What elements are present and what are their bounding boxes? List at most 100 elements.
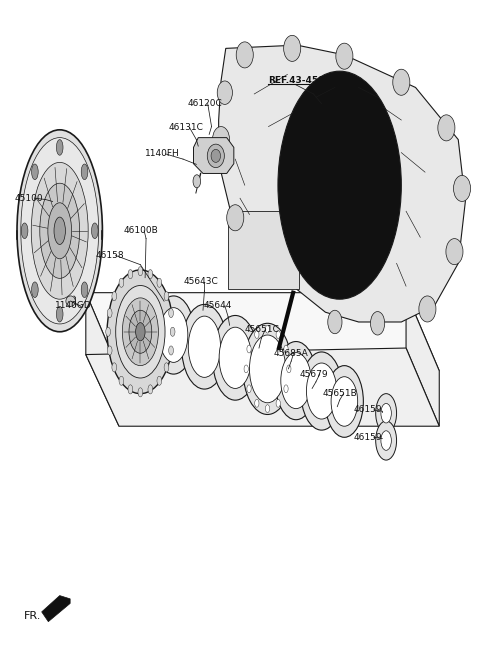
Text: 45679: 45679 [300,370,328,378]
Ellipse shape [188,316,220,377]
Ellipse shape [393,69,410,95]
Ellipse shape [244,365,248,373]
Ellipse shape [276,399,280,407]
Ellipse shape [168,309,173,317]
Ellipse shape [371,311,384,335]
Polygon shape [86,292,439,371]
Ellipse shape [419,296,436,322]
Ellipse shape [129,310,152,353]
Ellipse shape [66,296,75,306]
Text: 45100: 45100 [14,194,43,203]
Ellipse shape [122,298,158,366]
Ellipse shape [255,330,259,338]
Text: 46159: 46159 [354,433,383,442]
Ellipse shape [31,162,88,299]
Ellipse shape [284,345,288,353]
Ellipse shape [236,42,253,68]
Ellipse shape [207,144,224,168]
Ellipse shape [119,278,124,287]
Ellipse shape [153,296,194,374]
Ellipse shape [170,327,175,336]
Ellipse shape [138,388,143,397]
Ellipse shape [108,309,112,317]
Text: 45685A: 45685A [273,349,308,358]
Ellipse shape [336,43,353,69]
Ellipse shape [32,164,38,179]
Ellipse shape [247,345,251,353]
Ellipse shape [213,315,258,400]
Ellipse shape [112,363,117,372]
Ellipse shape [255,399,259,407]
Ellipse shape [250,335,286,403]
Ellipse shape [381,431,391,450]
Polygon shape [228,212,300,290]
Ellipse shape [54,217,65,244]
Ellipse shape [278,71,401,299]
Ellipse shape [275,342,317,420]
Text: REF.43-450: REF.43-450 [268,76,324,85]
Ellipse shape [108,346,112,355]
Ellipse shape [136,323,145,341]
Ellipse shape [376,421,396,460]
Ellipse shape [159,307,188,363]
Text: 45651B: 45651B [323,389,358,398]
Text: 1140FH: 1140FH [145,149,180,158]
Ellipse shape [328,310,342,334]
Ellipse shape [119,376,124,386]
Ellipse shape [325,366,363,438]
Ellipse shape [381,403,391,423]
Ellipse shape [112,292,117,301]
Text: 46120C: 46120C [188,99,223,108]
Text: 45651C: 45651C [245,325,280,334]
Ellipse shape [128,385,133,394]
Polygon shape [193,137,234,173]
Ellipse shape [81,164,88,179]
Ellipse shape [213,127,229,152]
Ellipse shape [243,323,292,415]
Ellipse shape [17,130,102,332]
Ellipse shape [116,286,165,378]
Ellipse shape [265,325,270,333]
Text: 45644: 45644 [204,301,232,310]
Text: 1140GD: 1140GD [55,301,92,310]
Ellipse shape [148,269,153,279]
Ellipse shape [281,353,311,409]
Ellipse shape [148,385,153,394]
Text: 46159: 46159 [354,405,383,415]
Ellipse shape [157,278,162,287]
Ellipse shape [301,352,342,430]
Ellipse shape [331,376,358,426]
Ellipse shape [164,292,169,301]
Ellipse shape [106,327,110,336]
Ellipse shape [92,223,98,238]
Text: 46158: 46158 [96,251,124,260]
Ellipse shape [181,304,227,389]
Ellipse shape [128,269,133,279]
Ellipse shape [284,385,288,393]
Ellipse shape [276,330,280,338]
Ellipse shape [211,149,220,162]
Ellipse shape [217,81,232,104]
Ellipse shape [81,282,88,298]
Polygon shape [219,45,466,322]
Text: 46100B: 46100B [124,226,158,235]
Text: 45643C: 45643C [184,277,219,286]
Polygon shape [42,596,70,622]
Ellipse shape [193,175,201,188]
Ellipse shape [157,376,162,386]
Ellipse shape [219,327,252,388]
Ellipse shape [56,306,63,322]
Ellipse shape [21,137,98,324]
Ellipse shape [446,238,463,265]
Ellipse shape [287,365,291,373]
Ellipse shape [164,363,169,372]
Ellipse shape [438,115,455,141]
Ellipse shape [40,183,80,279]
Polygon shape [86,292,119,426]
Ellipse shape [247,385,251,393]
Text: 46131C: 46131C [169,124,204,132]
Ellipse shape [48,203,72,259]
Ellipse shape [454,175,470,202]
Ellipse shape [21,223,28,238]
Text: FR.: FR. [24,612,41,622]
